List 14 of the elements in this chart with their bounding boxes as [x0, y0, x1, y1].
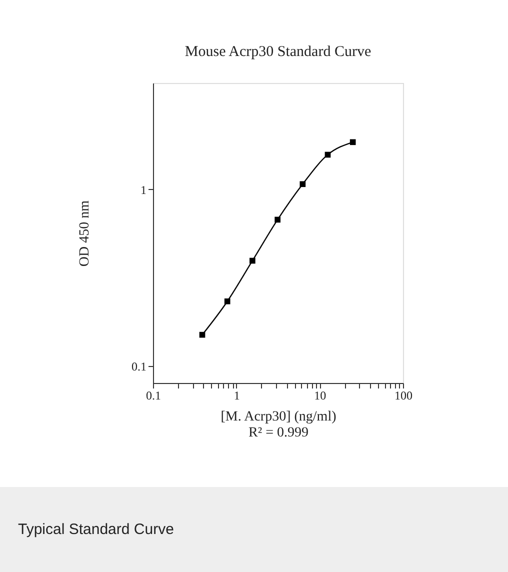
y-axis-title: OD 450 nm: [78, 200, 92, 267]
point: [224, 298, 230, 304]
text: Typical Standard Curve: [18, 521, 174, 538]
x-tick-label: 100: [394, 388, 412, 402]
point: [250, 258, 256, 264]
point: [350, 139, 356, 146]
point: [300, 181, 306, 188]
chart-title: Mouse Acrp30 Standard Curve: [184, 44, 372, 60]
x-tick-label: 1: [234, 388, 240, 402]
text: R² = 0.999: [248, 426, 308, 440]
x-axis-title: [M. Acrp30] (ng/ml): [220, 410, 337, 424]
x-tick-label: 10: [314, 388, 326, 402]
x-tick-label: 0.1: [146, 388, 161, 402]
point: [274, 216, 280, 223]
